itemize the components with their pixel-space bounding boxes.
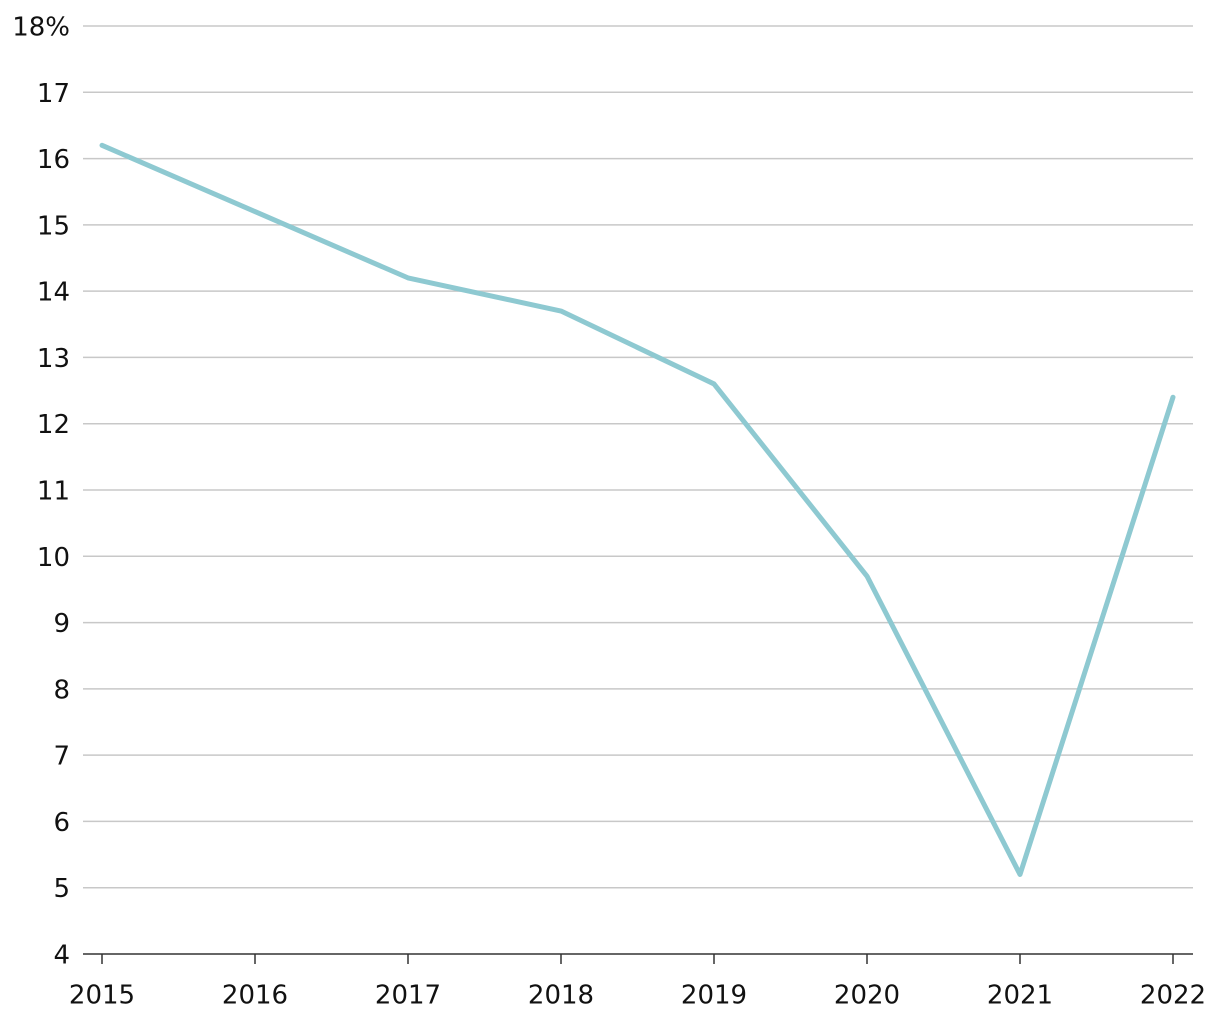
data-line — [99, 142, 1176, 877]
y-tick-label: 12 — [37, 410, 70, 440]
y-tick-label: 15 — [37, 211, 70, 241]
y-tick-label: 6 — [53, 808, 70, 838]
x-tick-label: 2019 — [681, 981, 747, 1011]
y-tick-label: 11 — [37, 477, 70, 507]
x-tick-label: 2021 — [987, 981, 1053, 1011]
x-tick-label: 2016 — [222, 981, 288, 1011]
x-tick-label: 2018 — [528, 981, 594, 1011]
x-tick-label: 2015 — [69, 981, 135, 1011]
y-tick-label: 18% — [12, 13, 70, 43]
x-tick-label: 2022 — [1140, 981, 1206, 1011]
y-tick-label: 5 — [53, 874, 70, 904]
y-tick-label: 10 — [37, 543, 70, 573]
y-tick-label: 14 — [37, 278, 70, 308]
y-tick-label: 16 — [37, 145, 70, 175]
y-tick-label: 13 — [37, 344, 70, 374]
y-tick-label: 9 — [53, 609, 70, 639]
x-tick-label: 2017 — [375, 981, 441, 1011]
y-tick-label: 17 — [37, 79, 70, 109]
y-tick-label: 4 — [53, 941, 70, 971]
y-tick-label: 8 — [53, 675, 70, 705]
y-tick-label: 7 — [53, 742, 70, 772]
x-tick-label: 2020 — [834, 981, 900, 1011]
